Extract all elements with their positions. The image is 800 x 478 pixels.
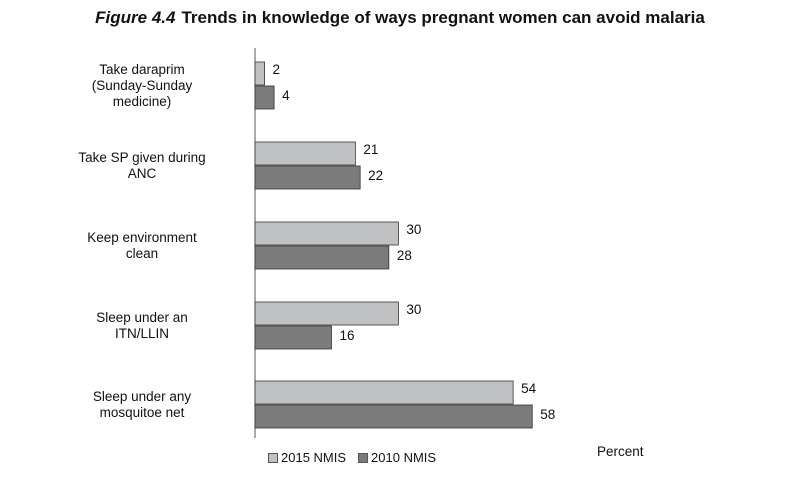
category-label-line: (Sunday-Sunday [91,78,193,93]
bar-2015-cat2 [254,221,399,246]
bar-2015-cat0 [254,61,265,86]
figure-title: Trends in knowledge of ways pregnant wom… [181,8,705,27]
bar-2010-cat3 [254,325,332,350]
data-label-2010-cat4: 58 [540,407,555,422]
bar-2010-cat0 [254,85,275,110]
data-label-2015-cat3: 30 [406,302,421,317]
legend-item-2015: 2015 NMIS [268,450,346,465]
category-label-line: ANC [127,166,157,181]
legend-swatch-2015 [268,452,278,463]
category-label-line: medicine) [112,94,172,109]
data-label-2015-cat4: 54 [521,381,537,396]
data-label-2010-cat3: 16 [339,328,354,343]
chart-title: Figure 4.4 Trends in knowledge of ways pr… [0,8,800,28]
x-axis-label: Percent [597,444,644,459]
category-label-line: clean [125,246,159,261]
bar-2015-cat1 [254,141,356,166]
data-label-2010-cat0: 4 [282,88,290,103]
bar-2010-cat4 [254,404,533,429]
legend-label-2010: 2010 NMIS [371,450,437,465]
category-label-line: Take daraprim [99,62,185,77]
legend-label-2015: 2015 NMIS [281,450,347,465]
category-label-3: Sleep under an ITN/LLIN [42,310,242,342]
data-label-2010-cat2: 28 [397,248,412,263]
category-label-line: Take SP given during [78,150,206,165]
data-label-2015-cat2: 30 [406,222,421,237]
category-label-line: Sleep under any [92,389,192,404]
bar-2015-cat4 [254,380,514,405]
legend: 2015 NMIS 2010 NMIS [268,450,448,465]
category-label-line: Sleep under an [96,310,188,325]
bar-2015-cat3 [254,301,399,326]
category-label-line: mosquitoe net [99,405,185,420]
data-label-2010-cat1: 22 [368,168,383,183]
legend-item-2010: 2010 NMIS [358,450,436,465]
figure-number: Figure 4.4 [95,8,176,27]
bar-2010-cat2 [254,245,390,270]
category-label-line: ITN/LLIN [114,326,169,341]
category-label-line: Keep environment [87,230,197,245]
category-label-4: Sleep under any mosquitoe net [42,389,242,421]
data-label-2015-cat1: 21 [363,142,378,157]
legend-swatch-2010 [358,452,369,463]
category-label-1: Take SP given during ANC [42,150,242,182]
category-label-0: Take daraprim (Sunday-Sunday medicine) [42,62,242,110]
bar-2010-cat1 [254,165,361,190]
data-label-2015-cat0: 2 [273,62,281,77]
category-label-2: Keep environment clean [42,230,242,262]
